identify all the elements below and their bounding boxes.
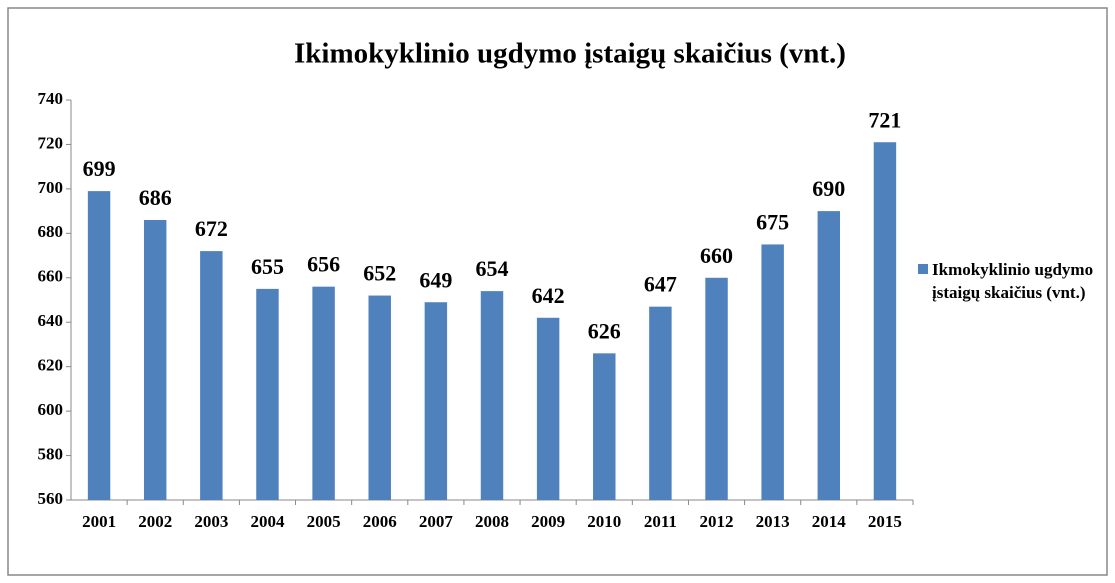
bar [368,295,391,500]
data-label: 655 [251,254,284,279]
x-tick-label: 2002 [138,512,172,531]
bar [817,211,841,500]
y-tick-label: 580 [38,444,64,463]
x-tick-label: 2001 [82,512,116,531]
y-tick-label: 700 [38,178,64,197]
data-label: 642 [532,283,565,308]
data-label: 656 [307,252,340,277]
x-tick-label: 2009 [531,512,565,531]
data-label: 652 [363,261,396,286]
x-tick-label: 2014 [812,512,847,531]
bar [761,244,784,500]
x-tick-label: 2007 [419,512,454,531]
bar [200,251,223,500]
data-label: 649 [419,267,452,292]
y-tick-label: 660 [38,267,64,286]
x-tick-label: 2012 [700,512,734,531]
y-tick-label: 560 [38,489,64,508]
bar [705,277,728,500]
y-tick-label: 720 [38,133,64,152]
y-tick-label: 680 [38,222,64,241]
data-label: 699 [83,156,116,181]
bar [424,302,448,500]
data-label: 690 [812,176,845,201]
data-label: 721 [868,107,901,132]
bar [536,317,560,500]
bar [593,353,616,500]
data-label: 686 [139,185,172,210]
data-label: 675 [756,209,789,234]
x-tick-label: 2004 [250,512,285,531]
bar [87,191,111,500]
legend-label: Ikmokyklinio ugdymo įstaigų skaičius (vn… [932,260,1094,302]
x-tick-label: 2011 [644,512,677,531]
chart-title: Ikimokyklinio ugdymo įstaigų skaičius (v… [294,38,846,70]
bar [143,220,167,500]
data-label: 626 [588,318,621,343]
bar [649,306,672,500]
data-label: 654 [476,256,509,281]
x-tick-label: 2013 [756,512,790,531]
x-tick-label: 2005 [307,512,341,531]
legend: Ikmokyklinio ugdymo įstaigų skaičius (vn… [918,258,1098,304]
bar [256,288,279,500]
data-label: 647 [644,272,677,297]
y-tick-label: 620 [38,356,64,375]
bar [480,291,504,500]
bar [312,286,335,500]
x-tick-label: 2006 [363,512,397,531]
x-tick-label: 2003 [194,512,228,531]
legend-swatch [918,264,928,274]
x-tick-label: 2015 [868,512,902,531]
x-tick-label: 2008 [475,512,509,531]
y-tick-label: 640 [38,311,64,330]
data-label: 672 [195,216,228,241]
x-tick-label: 2010 [587,512,621,531]
bar [873,142,897,500]
data-label: 660 [700,243,733,268]
y-tick-label: 740 [38,89,64,108]
y-tick-label: 600 [38,400,64,419]
